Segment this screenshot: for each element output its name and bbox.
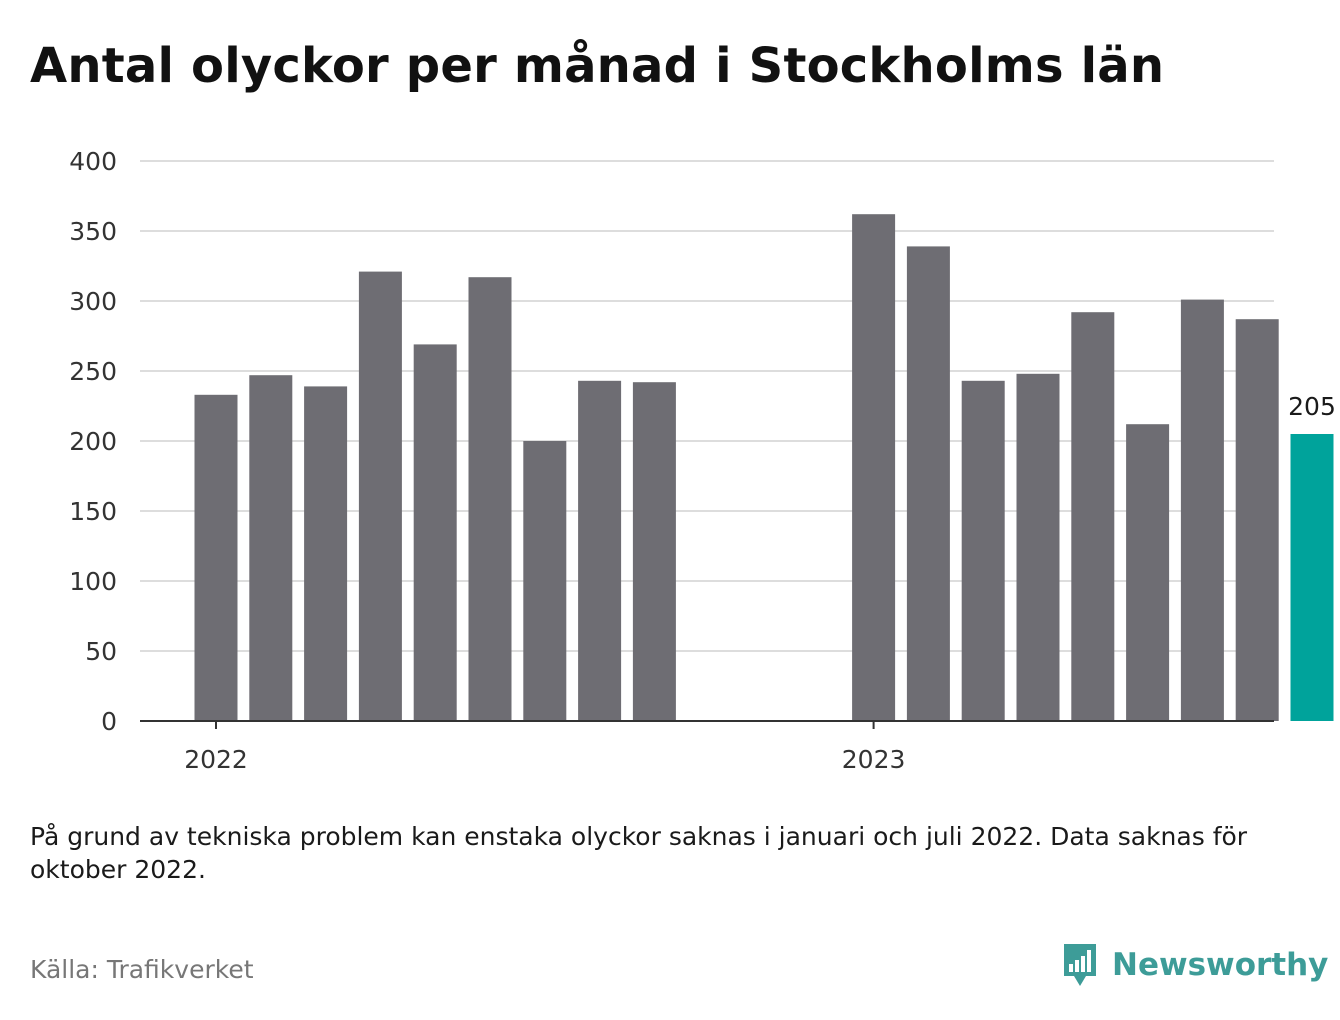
source-label: Källa: Trafikverket xyxy=(30,955,254,984)
bar xyxy=(413,344,457,721)
y-tick-label: 200 xyxy=(69,427,117,456)
bar-chart: 0 50 100 150 200 250 300 350 400 205 2022 2023 xyxy=(69,147,1336,774)
bar xyxy=(194,394,238,721)
bar xyxy=(1180,299,1224,721)
y-tick-label: 150 xyxy=(69,497,117,526)
bar xyxy=(578,380,622,721)
x-tick-label: 2023 xyxy=(842,745,906,774)
bar xyxy=(852,214,896,721)
bar xyxy=(961,380,1005,721)
bar xyxy=(906,246,950,721)
y-tick-label: 50 xyxy=(85,637,117,666)
y-tick-label: 0 xyxy=(101,707,117,736)
bar xyxy=(358,271,402,721)
bar-highlight xyxy=(1290,434,1334,721)
bar xyxy=(523,441,567,721)
data-label: 205 xyxy=(1288,392,1336,421)
chart-note: På grund av tekniska problem kan enstaka… xyxy=(30,822,1248,884)
y-tick-label: 400 xyxy=(69,147,117,176)
bar xyxy=(249,375,293,721)
bar xyxy=(1235,319,1279,721)
newsworthy-logo-icon xyxy=(1064,944,1096,986)
bar xyxy=(1126,424,1170,721)
bar xyxy=(1016,373,1060,721)
brand-name: Newsworthy xyxy=(1112,947,1329,983)
brand-logo[interactable]: Newsworthy xyxy=(1060,940,1328,990)
y-tick-label: 100 xyxy=(69,567,117,596)
bar xyxy=(632,382,676,721)
y-tick-label: 300 xyxy=(69,287,117,316)
chart-title: Antal olyckor per månad i Stockholms län xyxy=(30,38,1165,94)
bar xyxy=(468,277,512,721)
y-tick-label: 350 xyxy=(69,217,117,246)
bar xyxy=(1071,312,1115,721)
bar xyxy=(304,386,348,721)
y-tick-label: 250 xyxy=(69,357,117,386)
x-tick-label: 2022 xyxy=(184,745,248,774)
